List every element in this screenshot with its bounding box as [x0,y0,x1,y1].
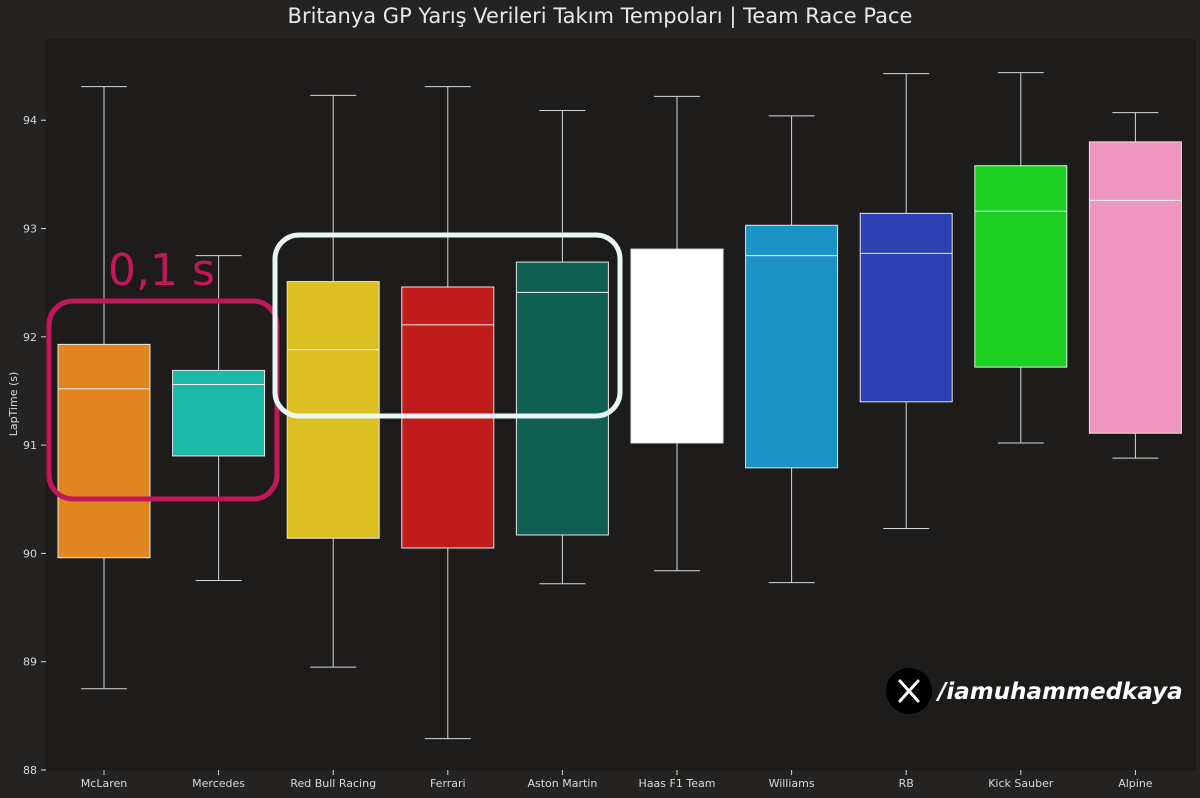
x-tick-label: Aston Martin [527,777,597,790]
y-tick-label: 94 [23,114,37,127]
gap-annotation-label: 0,1 s [108,245,215,296]
box-kick-sauber [974,72,1068,444]
x-axis: McLaren Mercedes Red Bull Racing Ferrari Ast… [81,770,1153,790]
x-tick-label: Alpine [1118,777,1153,790]
box-haas-f1-team [630,95,724,572]
box-series [57,72,1182,740]
y-tick-label: 89 [23,656,37,669]
y-tick-label: 93 [23,223,37,236]
iqr-box [630,248,724,444]
iqr-box [57,343,151,559]
y-axis-label: LapTime (s) [7,372,20,437]
iqr-box [286,281,380,539]
y-tick-label: 88 [23,764,37,777]
midfield-highlight-box [272,232,623,419]
iqr-box [1088,141,1182,434]
iqr-box [859,212,953,403]
y-tick-label: 92 [23,331,37,344]
x-tick-label: Williams [769,777,815,790]
iqr-box [172,369,266,457]
x-tick-label: RB [899,777,914,790]
box-mercedes [172,255,266,581]
y-tick-label: 90 [23,547,37,560]
x-tick-label: Haas F1 Team [639,777,716,790]
iqr-box [515,261,609,536]
y-axis: 88 89 90 91 92 93 94 [23,114,46,777]
x-tick-label: Kick Sauber [988,777,1054,790]
box-aston-martin [515,109,609,585]
y-tick-label: 91 [23,439,37,452]
x-tick-label: Red Bull Racing [290,777,376,790]
x-logo-glyph [898,679,920,703]
box-red-bull-racing [286,94,380,668]
x-tick-label: Mercedes [192,777,245,790]
x-tick-label: McLaren [81,777,127,790]
watermark-handle: /iamuhammedkaya [935,679,1183,705]
box-rb [859,73,953,529]
chart-title: Britanya GP Yarış Verileri Takım Tempola… [287,4,913,28]
box-mclaren [57,86,151,690]
watermark: /iamuhammedkaya [886,668,1183,714]
box-alpine [1088,112,1182,459]
iqr-box [745,224,839,469]
x-tick-label: Ferrari [430,777,466,790]
box-williams [745,115,839,584]
iqr-box [974,165,1068,368]
